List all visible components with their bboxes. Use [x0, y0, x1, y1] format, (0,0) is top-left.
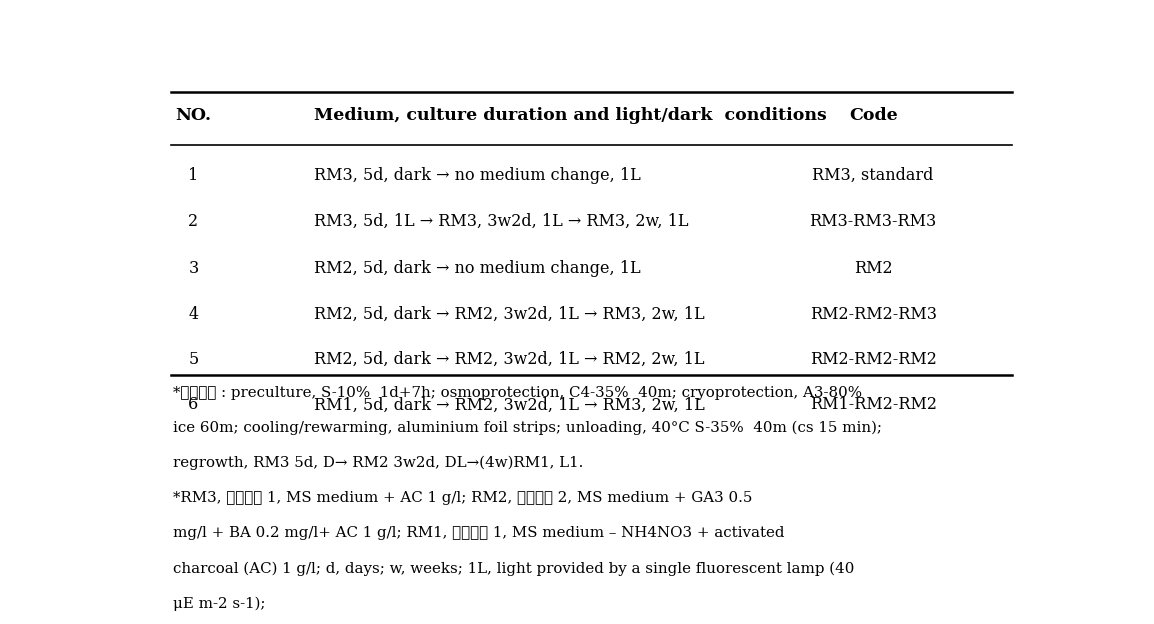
- Text: 6: 6: [188, 396, 198, 414]
- Text: RM1, 5d, dark → RM2, 3w2d, 1L → RM3, 2w, 1L: RM1, 5d, dark → RM2, 3w2d, 1L → RM3, 2w,…: [314, 396, 705, 414]
- Text: ice 60m; cooling/rewarming, aluminium foil strips; unloading, 40°C S-35%  40m (c: ice 60m; cooling/rewarming, aluminium fo…: [173, 421, 882, 435]
- Text: RM2, 5d, dark → RM2, 3w2d, 1L → RM3, 2w, 1L: RM2, 5d, dark → RM2, 3w2d, 1L → RM3, 2w,…: [314, 306, 705, 323]
- Text: NO.: NO.: [175, 107, 211, 124]
- Text: 1: 1: [188, 167, 198, 184]
- Text: 2: 2: [188, 213, 198, 230]
- Text: RM2, 5d, dark → RM2, 3w2d, 1L → RM2, 2w, 1L: RM2, 5d, dark → RM2, 3w2d, 1L → RM2, 2w,…: [314, 351, 705, 368]
- Text: regrowth, RM3 5d, D→ RM2 3w2d, DL→(4w)RM1, L1.: regrowth, RM3 5d, D→ RM2 3w2d, DL→(4w)RM…: [173, 456, 583, 470]
- Text: RM2-RM2-RM3: RM2-RM2-RM3: [810, 306, 937, 323]
- Text: *기본조건 : preculture, S-10%  1d+7h; osmoprotection, C4-35%  40m; cryoprotection, A: *기본조건 : preculture, S-10% 1d+7h; osmopro…: [173, 386, 862, 400]
- Text: charcoal (AC) 1 g/l; d, days; w, weeks; 1L, light provided by a single fluoresce: charcoal (AC) 1 g/l; d, days; w, weeks; …: [173, 561, 854, 575]
- Text: RM3, standard: RM3, standard: [812, 167, 934, 184]
- Text: μE m-2 s-1);: μE m-2 s-1);: [173, 596, 265, 611]
- Text: RM2: RM2: [854, 260, 892, 276]
- Text: mg/l + BA 0.2 mg/l+ AC 1 g/l; RM1, 재생배지 1, MS medium – NH4NO3 + activated: mg/l + BA 0.2 mg/l+ AC 1 g/l; RM1, 재생배지 …: [173, 526, 785, 540]
- Text: RM2, 5d, dark → no medium change, 1L: RM2, 5d, dark → no medium change, 1L: [314, 260, 640, 276]
- Text: RM2-RM2-RM2: RM2-RM2-RM2: [810, 351, 937, 368]
- Text: RM3, 5d, dark → no medium change, 1L: RM3, 5d, dark → no medium change, 1L: [314, 167, 640, 184]
- Text: RM3-RM3-RM3: RM3-RM3-RM3: [809, 213, 937, 230]
- Text: *RM3, 재생배지 1, MS medium + AC 1 g/l; RM2, 재생배지 2, MS medium + GA3 0.5: *RM3, 재생배지 1, MS medium + AC 1 g/l; RM2,…: [173, 491, 752, 505]
- Text: 4: 4: [188, 306, 198, 323]
- Text: 5: 5: [188, 351, 198, 368]
- Text: Medium, culture duration and light/dark  conditions: Medium, culture duration and light/dark …: [314, 107, 827, 124]
- Text: 3: 3: [188, 260, 198, 276]
- Text: RM1-RM2-RM2: RM1-RM2-RM2: [810, 396, 937, 414]
- Text: Code: Code: [849, 107, 898, 124]
- Text: RM3, 5d, 1L → RM3, 3w2d, 1L → RM3, 2w, 1L: RM3, 5d, 1L → RM3, 3w2d, 1L → RM3, 2w, 1…: [314, 213, 689, 230]
